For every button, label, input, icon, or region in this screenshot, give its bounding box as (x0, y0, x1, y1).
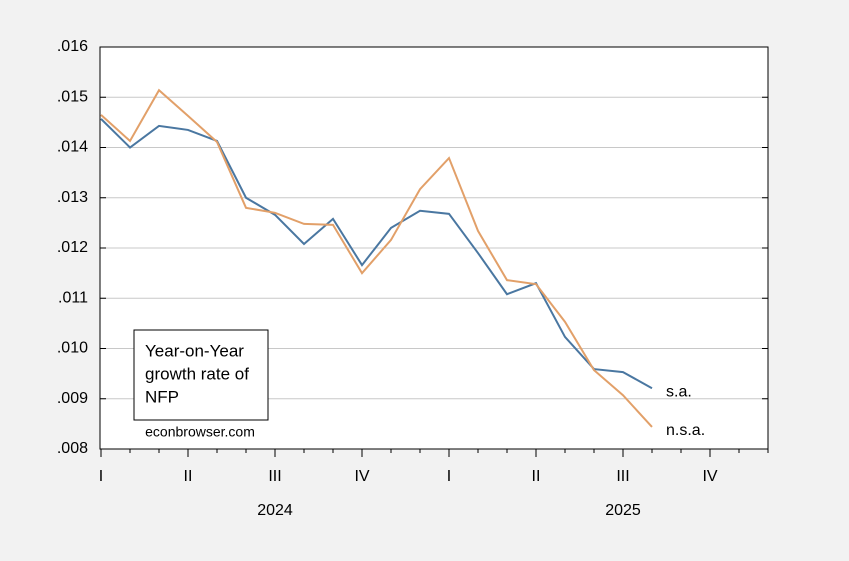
year-label: 2025 (605, 502, 641, 519)
series-label: s.a. (666, 383, 692, 400)
annotation-text: growth rate of (145, 364, 249, 383)
y-tick-label: .010 (57, 340, 88, 357)
plot-frame (99, 46, 769, 450)
x-tick-label: III (268, 468, 281, 485)
x-tick-label: I (99, 468, 103, 485)
annotation-box (133, 329, 269, 421)
annotation-text: NFP (145, 387, 179, 406)
x-tick-label: II (532, 468, 541, 485)
y-tick-label: .016 (57, 38, 88, 55)
y-tick-label: .014 (57, 139, 88, 156)
x-tick-label: II (184, 468, 193, 485)
y-tick-label: .009 (57, 390, 88, 407)
y-tick-label: .015 (57, 88, 88, 105)
x-tick-label: III (616, 468, 629, 485)
x-tick-label: I (447, 468, 451, 485)
x-tick-label: IV (702, 468, 717, 485)
series-line (100, 118, 653, 390)
series-label: n.s.a. (666, 422, 705, 439)
y-tick-label: .008 (57, 440, 88, 457)
y-tick-label: .012 (57, 239, 88, 256)
y-tick-label: .011 (58, 289, 88, 306)
annotation-text: Year-on-Year (145, 341, 244, 360)
y-tick-label: .013 (57, 189, 88, 206)
year-label: 2024 (257, 502, 293, 519)
source-text: econbrowser.com (145, 424, 255, 440)
x-tick-label: IV (354, 468, 369, 485)
series-line (100, 88, 653, 428)
